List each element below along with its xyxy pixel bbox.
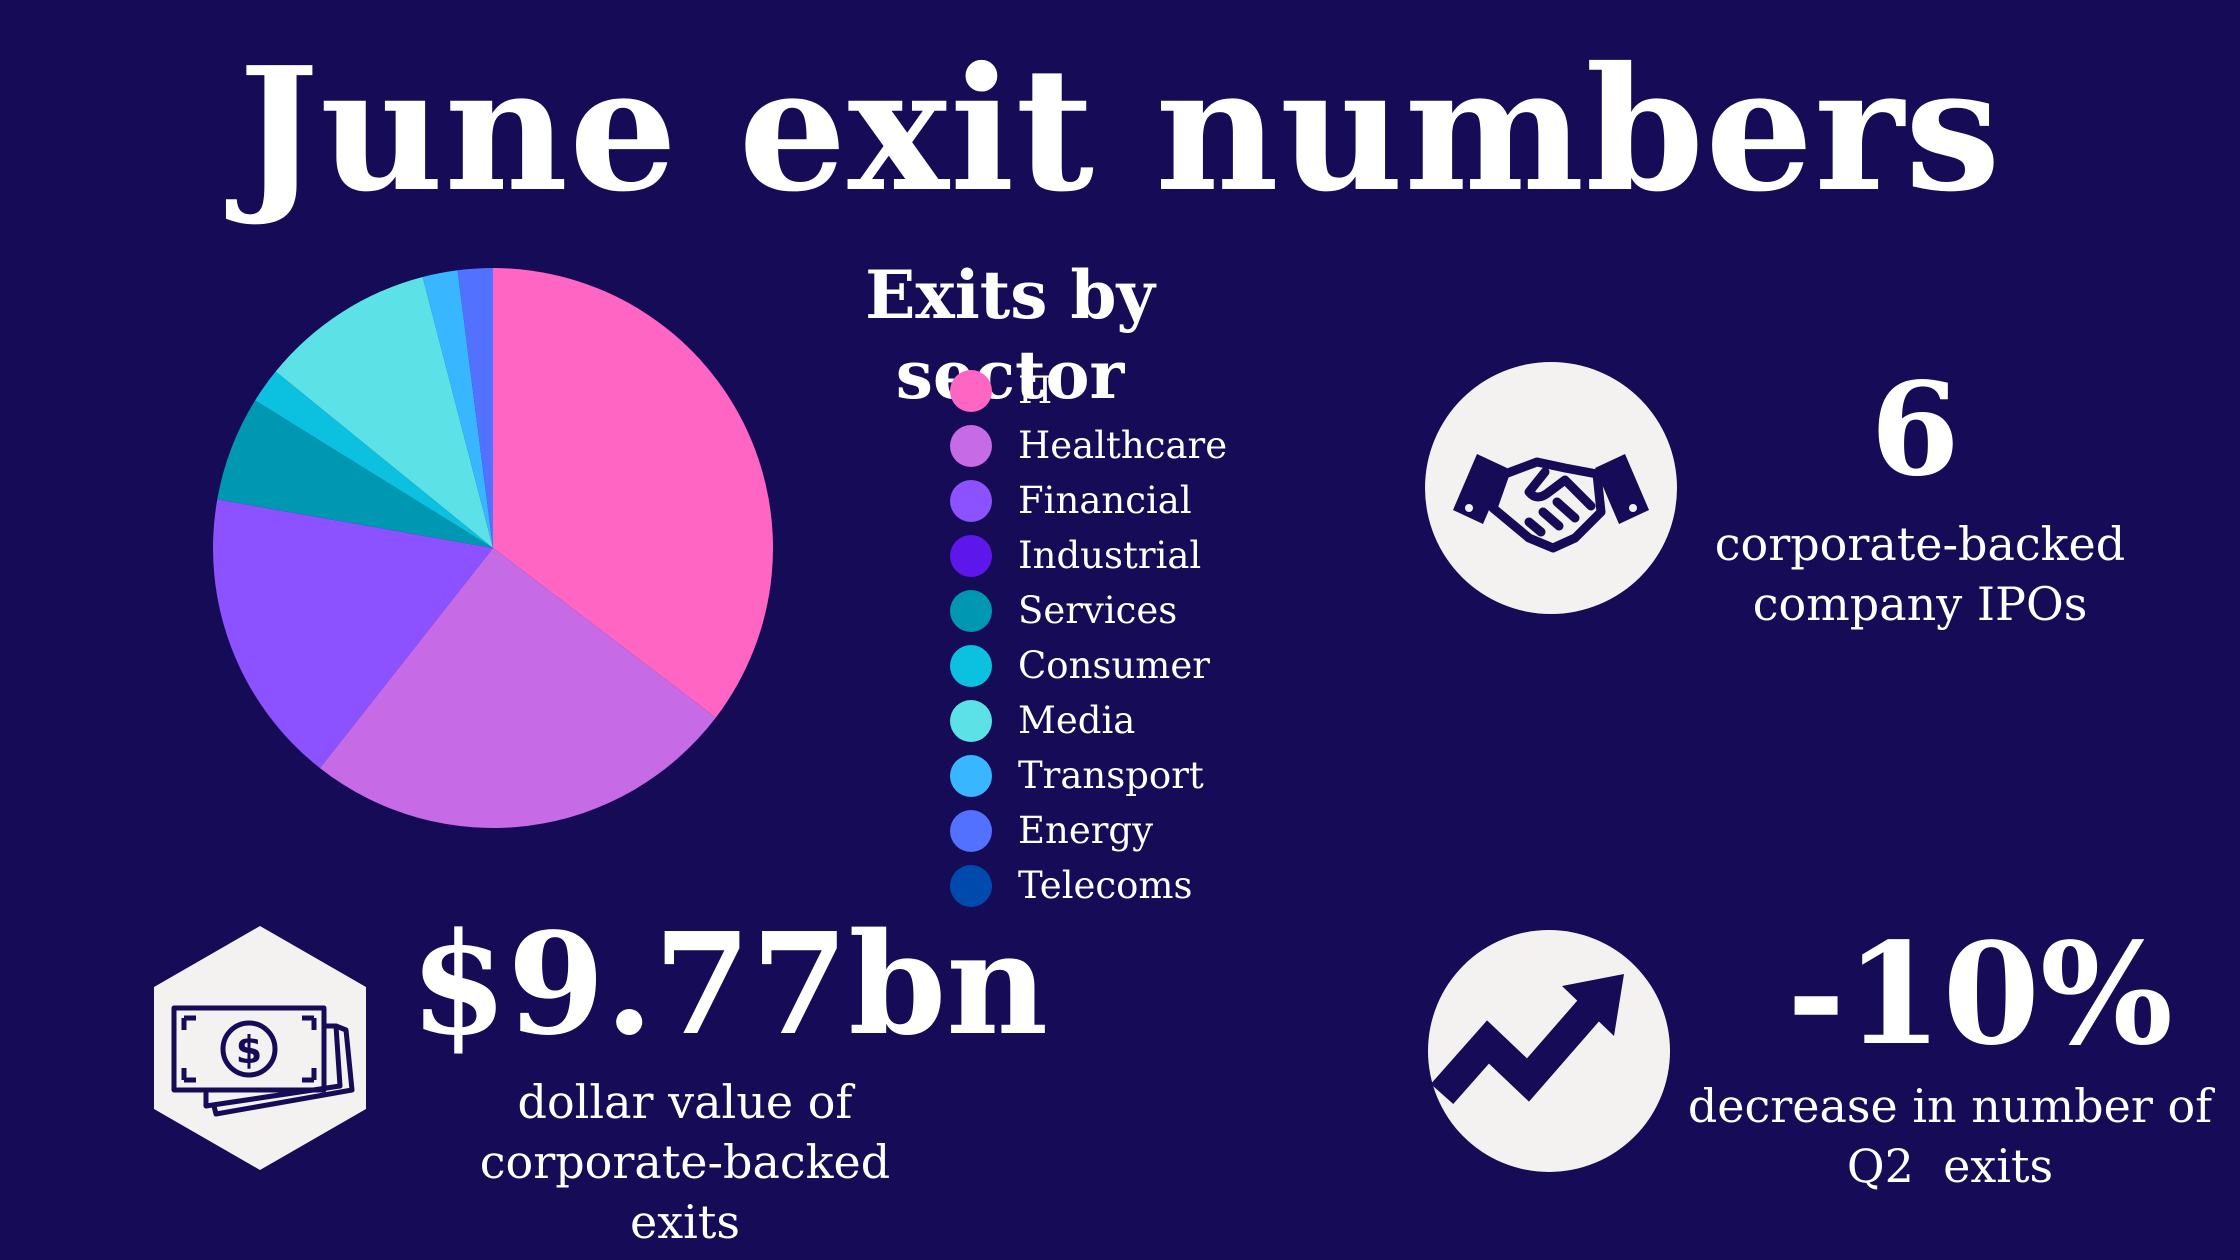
legend-item-consumer: Consumer — [950, 643, 1310, 698]
legend-label: Media — [1018, 699, 1136, 742]
legend-label: Healthcare — [1018, 424, 1228, 467]
svg-text:$: $ — [236, 1028, 262, 1072]
ipo-label-line-1: corporate-backed — [1714, 517, 2126, 571]
legend-swatch — [950, 865, 992, 907]
legend-label: Telecoms — [1018, 864, 1193, 907]
pie-slice-media — [275, 276, 493, 548]
pie-slice-financial — [212, 499, 493, 769]
pie-slice-consumer — [255, 371, 493, 548]
chart-title: Exits by sector — [865, 256, 1155, 414]
decrease-label: decrease in number of Q2 exits — [1680, 1076, 2220, 1196]
legend-label: Services — [1018, 589, 1178, 632]
legend-item-media: Media — [950, 698, 1310, 753]
legend-swatch — [950, 535, 992, 577]
pie-slice-healthcare — [319, 548, 716, 828]
legend-swatch — [950, 480, 992, 522]
dollar-value-label: dollar value of corporate-backed exits — [420, 1072, 950, 1252]
legend-item-transport: Transport — [950, 753, 1310, 808]
page-title: June exit numbers — [238, 30, 2002, 230]
legend-swatch — [950, 645, 992, 687]
pie-slice-it — [493, 268, 773, 718]
legend-swatch — [950, 755, 992, 797]
ipo-count-value: 6 — [1870, 355, 1960, 505]
legend-item-it: IT — [950, 368, 1310, 423]
handshake-icon — [1425, 362, 1677, 614]
chart-legend: IT Healthcare Financial Industrial Services C… — [950, 368, 1310, 918]
legend-item-services: Services — [950, 588, 1310, 643]
legend-swatch — [950, 425, 992, 467]
legend-label: IT — [1018, 369, 1058, 412]
pie-slice-services — [217, 400, 493, 548]
legend-item-energy: Energy — [950, 808, 1310, 863]
dollar-label-line-3: exits — [630, 1195, 740, 1249]
legend-swatch — [950, 590, 992, 632]
decrease-value: -10% — [1787, 913, 2173, 1077]
legend-label: Industrial — [1018, 534, 1202, 577]
legend-item-industrial: Industrial — [950, 533, 1310, 588]
legend-swatch — [950, 700, 992, 742]
sector-pie-chart — [212, 268, 773, 828]
legend-swatch — [950, 370, 992, 412]
decrease-label-line-1: decrease in number of — [1687, 1079, 2213, 1133]
legend-item-financial: Financial — [950, 478, 1310, 533]
ipo-label-line-2: company IPOs — [1752, 577, 2088, 631]
decrease-label-line-2: Q2 exits — [1846, 1139, 2054, 1193]
dollar-label-line-1: dollar value of — [517, 1075, 853, 1129]
ipo-count-label: corporate-backed company IPOs — [1620, 514, 2220, 634]
dollar-label-line-2: corporate-backed — [479, 1135, 891, 1189]
legend-item-telecoms: Telecoms — [950, 863, 1310, 918]
legend-label: Financial — [1018, 479, 1192, 522]
trend-arrow-icon — [1428, 930, 1670, 1172]
legend-label: Transport — [1018, 754, 1204, 797]
pie-slice-energy — [457, 268, 493, 548]
legend-label: Consumer — [1018, 644, 1210, 687]
pie-slice-transport — [422, 270, 493, 548]
money-bill-icon: $ — [154, 926, 366, 1170]
legend-label: Energy — [1018, 809, 1154, 852]
legend-swatch — [950, 810, 992, 852]
legend-item-healthcare: Healthcare — [950, 423, 1310, 478]
dollar-value: $9.77bn — [410, 903, 1049, 1067]
